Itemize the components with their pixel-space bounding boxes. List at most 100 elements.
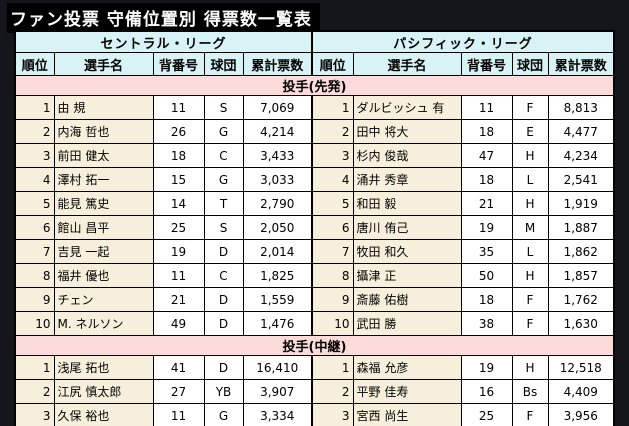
rank-cell: 2	[14, 119, 55, 144]
rank-cell: 1	[14, 95, 55, 120]
player-name-cell: 武田 勝	[352, 311, 462, 336]
page-title: ファン投票 守備位置別 得票数一覧表	[7, 3, 320, 33]
votes-cell: 2,050	[242, 215, 313, 240]
team-cell: Bs	[511, 379, 549, 404]
rank-cell: 5	[14, 191, 55, 216]
column-header: 球団	[511, 52, 549, 76]
player-name-cell: 攝津 正	[352, 263, 462, 288]
votes-cell: 1,559	[242, 287, 313, 312]
rank-cell: 3	[311, 403, 354, 426]
uniform-number-cell: 27	[152, 379, 205, 404]
uniform-number-cell: 11	[152, 403, 205, 426]
player-name-cell: 内海 哲也	[53, 119, 154, 144]
uniform-number-cell: 16	[460, 379, 513, 404]
player-name-cell: 杉内 俊哉	[352, 143, 462, 168]
rank-cell: 6	[311, 215, 354, 240]
player-row: 3 前田 健太 18 C 3,433 3 杉内 俊哉 47 H 4,234	[14, 143, 615, 168]
votes-cell: 4,234	[547, 143, 615, 168]
player-name-cell: 斎藤 佑樹	[352, 287, 462, 312]
rank-cell: 7	[311, 239, 354, 264]
rank-cell: 8	[14, 263, 55, 288]
team-cell: S	[203, 215, 244, 240]
uniform-number-cell: 19	[460, 355, 513, 380]
votes-cell: 3,033	[242, 167, 313, 192]
votes-cell: 3,907	[242, 379, 313, 404]
uniform-number-cell: 21	[152, 287, 205, 312]
player-row: 8 福井 優也 11 C 1,825 8 攝津 正 50 H 1,857	[14, 263, 615, 288]
player-name-cell: 前田 健太	[53, 143, 154, 168]
votes-cell: 4,477	[547, 119, 615, 144]
votes-cell: 3,956	[547, 403, 615, 426]
vote-table: セントラル・リーグ パシフィック・リーグ 順位 選手名 背番号 球団 累計票数 順位 選手名 背番…	[14, 30, 615, 426]
votes-cell: 2,014	[242, 239, 313, 264]
team-cell: F	[511, 95, 549, 120]
uniform-number-cell: 11	[152, 95, 205, 120]
rank-cell: 3	[311, 143, 354, 168]
team-cell: F	[511, 403, 549, 426]
team-cell: G	[203, 119, 244, 144]
column-header: 累計票数	[547, 52, 615, 76]
column-header: 選手名	[53, 52, 154, 76]
team-cell: E	[511, 119, 549, 144]
uniform-number-cell: 11	[460, 95, 513, 120]
player-name-cell: M. ネルソン	[53, 311, 154, 336]
team-cell: H	[511, 355, 549, 380]
team-cell: D	[203, 355, 244, 380]
uniform-number-cell: 19	[152, 239, 205, 264]
uniform-number-cell: 38	[460, 311, 513, 336]
section-header-row: 投手(先発)	[14, 75, 615, 96]
player-name-cell: 澤村 拓一	[53, 167, 154, 192]
uniform-number-cell: 21	[460, 191, 513, 216]
team-cell: G	[203, 167, 244, 192]
votes-cell: 2,790	[242, 191, 313, 216]
player-row: 9 チェン 21 D 1,559 9 斎藤 佑樹 18 F 1,762	[14, 287, 615, 312]
player-row: 3 久保 裕也 11 G 3,334 3 宮西 尚生 25 F 3,956	[14, 403, 615, 426]
player-name-cell: 田中 将大	[352, 119, 462, 144]
column-header-row: 順位 選手名 背番号 球団 累計票数 順位 選手名 背番号 球団 累計票数	[14, 52, 615, 76]
uniform-number-cell: 49	[152, 311, 205, 336]
votes-cell: 1,919	[547, 191, 615, 216]
rank-cell: 8	[311, 263, 354, 288]
team-cell: L	[511, 239, 549, 264]
player-name-cell: 久保 裕也	[53, 403, 154, 426]
player-row: 4 澤村 拓一 15 G 3,033 4 涌井 秀章 18 L 2,541	[14, 167, 615, 192]
team-cell: F	[511, 287, 549, 312]
column-header: 背番号	[152, 52, 205, 76]
rank-cell: 9	[311, 287, 354, 312]
player-row: 1 浅尾 拓也 41 D 16,410 1 森福 允彦 19 H 12,518	[14, 355, 615, 380]
player-name-cell: 江尻 慎太郎	[53, 379, 154, 404]
team-cell: G	[203, 403, 244, 426]
player-row: 10 M. ネルソン 49 D 1,476 10 武田 勝 38 F 1,630	[14, 311, 615, 336]
section-header: 投手(中継)	[14, 335, 615, 356]
player-name-cell: 館山 昌平	[53, 215, 154, 240]
votes-cell: 1,862	[547, 239, 615, 264]
team-cell: S	[203, 95, 244, 120]
player-name-cell: 吉見 一起	[53, 239, 154, 264]
league-header-pacific: パシフィック・リーグ	[311, 30, 615, 53]
rank-cell: 1	[311, 95, 354, 120]
team-cell: D	[203, 239, 244, 264]
votes-cell: 4,214	[242, 119, 313, 144]
uniform-number-cell: 41	[152, 355, 205, 380]
votes-cell: 1,476	[242, 311, 313, 336]
section-header: 投手(先発)	[14, 75, 615, 96]
rank-cell: 1	[14, 355, 55, 380]
league-header-central: セントラル・リーグ	[14, 30, 313, 53]
votes-cell: 3,433	[242, 143, 313, 168]
column-header: 順位	[311, 52, 354, 76]
uniform-number-cell: 26	[152, 119, 205, 144]
player-name-cell: 福井 優也	[53, 263, 154, 288]
rank-cell: 9	[14, 287, 55, 312]
rank-cell: 5	[311, 191, 354, 216]
rank-cell: 2	[311, 379, 354, 404]
rank-cell: 10	[14, 311, 55, 336]
votes-cell: 1,887	[547, 215, 615, 240]
player-name-cell: 涌井 秀章	[352, 167, 462, 192]
column-header: 累計票数	[242, 52, 313, 76]
uniform-number-cell: 18	[460, 287, 513, 312]
team-cell: D	[203, 287, 244, 312]
uniform-number-cell: 11	[152, 263, 205, 288]
rank-cell: 7	[14, 239, 55, 264]
rank-cell: 6	[14, 215, 55, 240]
